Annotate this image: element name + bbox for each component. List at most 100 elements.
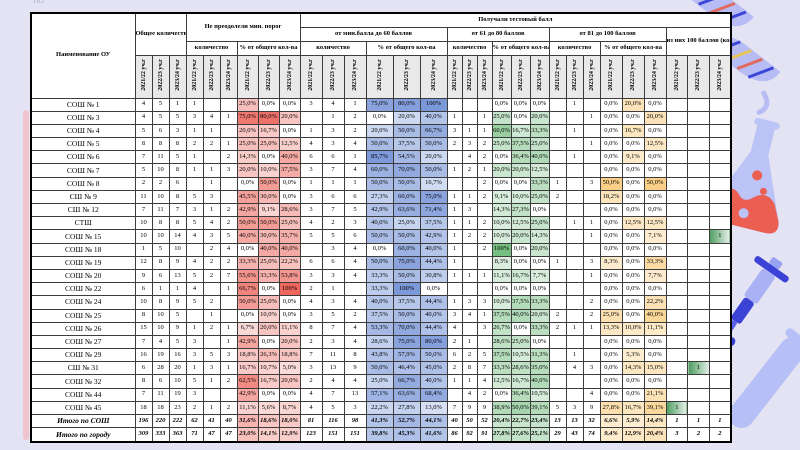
sp-cell: 7,7%: [529, 268, 550, 284]
sp-cell: 37,5%: [491, 308, 512, 323]
hc-cell: [565, 308, 584, 323]
nc-cell: 1: [185, 123, 204, 139]
np-cell: 37,5%: [278, 163, 301, 178]
mp-cell: 40,0%: [419, 308, 448, 323]
total-cell: 10: [151, 321, 170, 336]
nc-cell: 5: [185, 189, 204, 205]
t100-cell: [665, 229, 689, 244]
t100-cell: [687, 348, 710, 363]
header-year: 2022/23 уч.г: [687, 54, 710, 99]
t100-cell: [708, 348, 732, 363]
mc-cell: 1: [321, 110, 345, 125]
hc-cell: [548, 295, 567, 310]
total-cell: 10: [134, 295, 153, 310]
t100-cell: [665, 150, 689, 165]
sp-cell: 25,0%: [510, 334, 531, 350]
mc-cell: 3: [343, 400, 367, 416]
total-cell: 10: [151, 229, 170, 244]
nc-cell: 1: [185, 150, 204, 165]
hc-cell: [565, 334, 584, 350]
mc-cell: 2: [343, 308, 367, 323]
t100-cell: [708, 361, 732, 376]
np-cell: 30,0%: [257, 189, 280, 205]
sp-cell: 25,0%: [529, 216, 550, 231]
hc-cell: [548, 242, 567, 257]
school-name: СШ № 12: [30, 202, 136, 218]
header-year: 2022/23 уч.г: [510, 54, 531, 99]
mc-cell: 3: [321, 295, 345, 310]
total-cell: 6: [151, 374, 170, 389]
mp-cell: 40,0%: [365, 295, 394, 310]
nc-cell: 41: [202, 413, 221, 429]
np-cell: 20,0%: [236, 123, 259, 139]
sc-cell: 1: [461, 374, 478, 389]
t100-cell: [708, 202, 732, 218]
sp-cell: 50,0%: [510, 400, 531, 416]
hc-cell: [565, 268, 584, 284]
nc-cell: [185, 242, 204, 257]
nc-cell: 2: [219, 150, 238, 165]
mp-cell: 41,3%: [365, 413, 394, 429]
total-cell: 6: [134, 361, 153, 376]
mc-cell: 4: [299, 400, 323, 416]
school-name: Итого по СОШ: [30, 413, 136, 429]
hp-cell: 5,9%: [621, 413, 645, 429]
mp-cell: 75,0%: [392, 334, 421, 350]
np-cell: 14,1%: [257, 427, 280, 443]
sp-cell: 20,0%: [510, 229, 531, 244]
total-cell: 196: [134, 413, 153, 429]
t100-cell: 1: [708, 413, 732, 429]
hp-cell: 0,0%: [621, 295, 645, 310]
sc-cell: 1: [461, 189, 478, 205]
total-cell: 5: [151, 242, 170, 257]
np-cell: 50,0%: [236, 216, 259, 231]
t100-cell: 1: [665, 400, 689, 416]
sc-cell: 91: [476, 427, 493, 443]
hc-cell: [548, 387, 567, 402]
mp-cell: 100%: [392, 282, 421, 297]
sc-cell: [461, 242, 478, 257]
sp-cell: 20,0%: [510, 163, 531, 178]
nc-cell: 2: [219, 216, 238, 231]
np-cell: 50,0%: [257, 216, 280, 231]
total-cell: 1: [151, 282, 170, 297]
sc-cell: 6: [446, 348, 463, 363]
mc-cell: 3: [299, 97, 323, 112]
hc-cell: 5: [548, 400, 567, 416]
t100-cell: [687, 400, 710, 416]
sp-cell: 31,3%: [529, 348, 550, 363]
sp-cell: 20,0%: [529, 110, 550, 125]
hp-cell: 0,0%: [643, 163, 667, 178]
sc-cell: 5: [476, 348, 493, 363]
hp-cell: 9,1%: [621, 150, 645, 165]
sc-cell: [446, 282, 463, 297]
school-row: СОШ № 1 4 5 1 1 25,0% 0,0% 0,0% 3 4 1 75,0% 80,0% 100…: [30, 97, 732, 112]
hc-cell: [548, 137, 567, 152]
np-cell: 11,1%: [278, 321, 301, 336]
sp-cell: 0,0%: [491, 282, 512, 297]
np-cell: 0,0%: [278, 123, 301, 139]
sc-cell: 1: [476, 268, 493, 284]
nc-cell: 1: [202, 202, 221, 218]
total-cell: 333: [151, 427, 170, 443]
mc-cell: 6: [321, 150, 345, 165]
t100-cell: [687, 242, 710, 257]
header-pct: % от общего кол-ва: [236, 40, 301, 56]
header-got-score: Получали тестовый балл: [299, 12, 732, 28]
t100-cell: [687, 295, 710, 310]
t100-cell: [708, 268, 732, 284]
mc-cell: [343, 282, 367, 297]
np-cell: 25,0%: [257, 255, 280, 270]
hc-cell: 13: [565, 413, 584, 429]
nc-cell: [202, 387, 221, 402]
nc-cell: 3: [185, 110, 204, 125]
t100-cell: [687, 189, 710, 205]
np-cell: 5,6%: [257, 400, 280, 416]
np-cell: 25,0%: [278, 216, 301, 231]
mc-cell: 3: [299, 189, 323, 205]
sc-cell: [461, 176, 478, 191]
mc-cell: 7: [321, 202, 345, 218]
hc-cell: [582, 334, 601, 350]
header-year: 2021/22 уч.г: [134, 54, 153, 99]
np-cell: 18,8%: [278, 348, 301, 363]
